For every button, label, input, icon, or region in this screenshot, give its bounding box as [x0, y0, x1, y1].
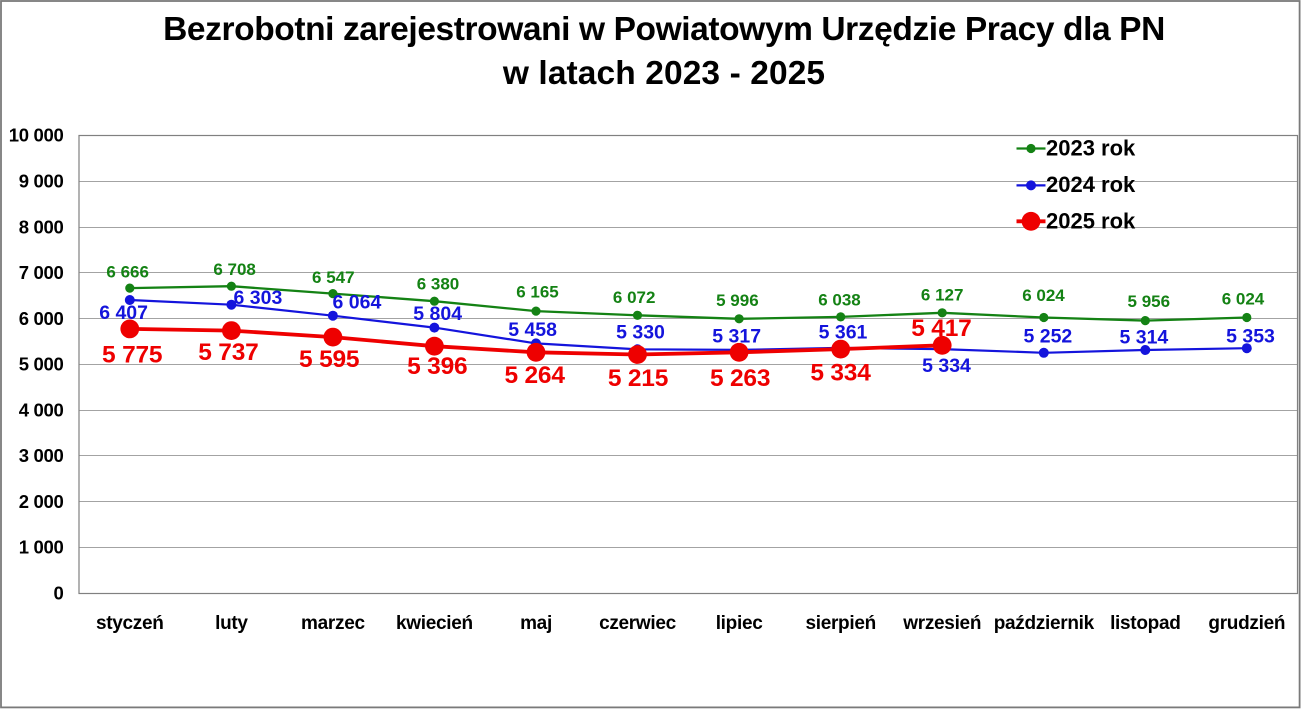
svg-text:6 072: 6 072	[613, 288, 656, 307]
svg-text:6 407: 6 407	[99, 302, 148, 324]
svg-text:5 317: 5 317	[712, 326, 761, 348]
svg-text:6 000: 6 000	[19, 308, 64, 329]
svg-text:5 956: 5 956	[1128, 292, 1171, 311]
svg-text:5 396: 5 396	[407, 353, 467, 380]
svg-text:5 252: 5 252	[1023, 326, 1072, 348]
svg-text:6 547: 6 547	[312, 268, 355, 287]
svg-text:5 334: 5 334	[810, 360, 871, 387]
svg-text:Bezrobotni zarejestrowani w Po: Bezrobotni zarejestrowani w Powiatowym U…	[163, 11, 1165, 48]
svg-text:5 417: 5 417	[911, 315, 971, 342]
svg-text:8 000: 8 000	[19, 216, 64, 237]
svg-text:6 708: 6 708	[213, 260, 256, 279]
svg-text:5 996: 5 996	[716, 291, 759, 310]
svg-text:grudzień: grudzień	[1208, 613, 1285, 634]
svg-text:5 737: 5 737	[198, 339, 258, 366]
svg-text:5 330: 5 330	[616, 321, 665, 343]
svg-text:5 000: 5 000	[19, 354, 64, 375]
svg-text:5 215: 5 215	[608, 365, 668, 392]
svg-text:maj: maj	[520, 613, 552, 634]
svg-text:0: 0	[54, 582, 64, 603]
svg-text:5 314: 5 314	[1119, 327, 1168, 349]
svg-text:czerwiec: czerwiec	[599, 613, 677, 634]
svg-text:6 024: 6 024	[1022, 286, 1065, 305]
svg-text:5 458: 5 458	[508, 319, 557, 341]
svg-text:6 666: 6 666	[106, 263, 149, 282]
svg-text:kwiecień: kwiecień	[396, 613, 473, 634]
svg-text:listopad: listopad	[1110, 613, 1180, 634]
svg-text:5 775: 5 775	[102, 342, 162, 369]
svg-text:6 303: 6 303	[234, 287, 283, 309]
svg-text:10 000: 10 000	[9, 125, 64, 146]
svg-text:5 264: 5 264	[504, 362, 565, 389]
svg-text:lipiec: lipiec	[716, 613, 764, 634]
svg-text:2023 rok: 2023 rok	[1046, 135, 1136, 160]
svg-text:1 000: 1 000	[19, 537, 64, 558]
svg-text:marzec: marzec	[301, 613, 365, 634]
svg-text:5 263: 5 263	[710, 365, 770, 392]
svg-text:9 000: 9 000	[19, 171, 64, 192]
svg-text:6 380: 6 380	[417, 274, 460, 293]
svg-text:5 804: 5 804	[413, 303, 462, 325]
svg-text:styczeń: styczeń	[96, 613, 164, 634]
svg-text:6 127: 6 127	[921, 286, 964, 305]
svg-text:wrzesień: wrzesień	[902, 613, 981, 634]
svg-text:3 000: 3 000	[19, 445, 64, 466]
svg-text:październik: październik	[994, 613, 1095, 634]
svg-text:6 165: 6 165	[516, 282, 559, 301]
svg-text:w latach 2023 - 2025: w latach 2023 - 2025	[502, 55, 825, 92]
svg-text:luty: luty	[215, 613, 248, 634]
svg-text:2 000: 2 000	[19, 491, 64, 512]
svg-text:sierpień: sierpień	[805, 613, 875, 634]
svg-text:5 595: 5 595	[299, 346, 359, 373]
svg-text:2024 rok: 2024 rok	[1046, 172, 1136, 197]
svg-text:6 064: 6 064	[333, 292, 382, 314]
svg-text:6 038: 6 038	[818, 290, 861, 309]
svg-text:7 000: 7 000	[19, 262, 64, 283]
svg-text:6 024: 6 024	[1222, 290, 1265, 309]
svg-text:5 361: 5 361	[819, 321, 868, 343]
svg-text:5 353: 5 353	[1226, 326, 1275, 348]
svg-text:4 000: 4 000	[19, 399, 64, 420]
svg-text:2025 rok: 2025 rok	[1046, 208, 1136, 233]
svg-text:5 334: 5 334	[922, 355, 971, 377]
